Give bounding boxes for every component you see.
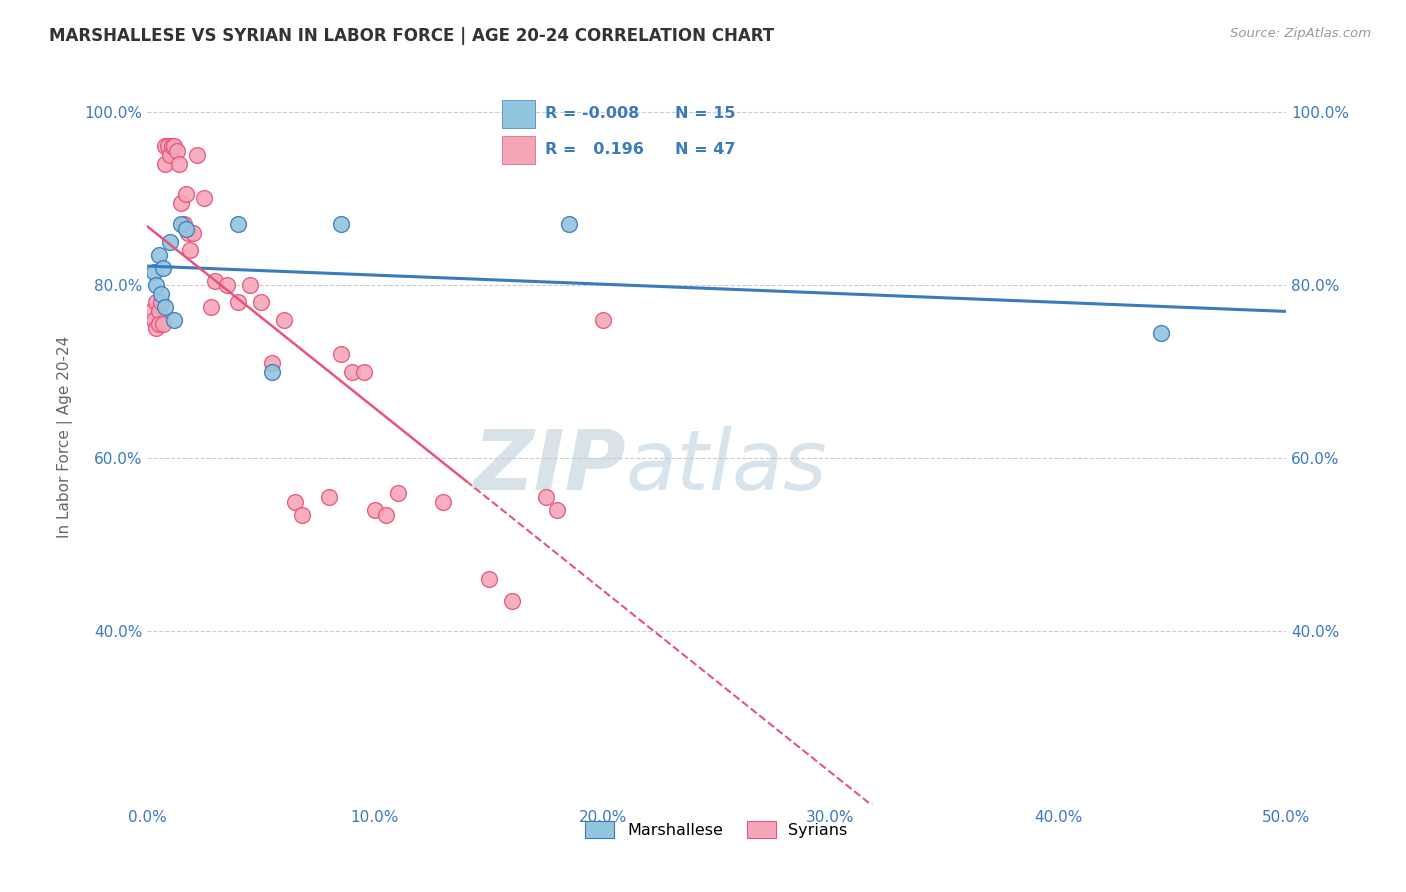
Point	[375, 508, 398, 522]
Point	[186, 148, 208, 162]
Point	[141, 304, 163, 318]
Point	[173, 218, 195, 232]
Point	[204, 274, 226, 288]
Point	[170, 218, 193, 232]
Point	[160, 139, 183, 153]
Point	[181, 226, 204, 240]
Point	[149, 286, 172, 301]
Point	[200, 300, 222, 314]
Point	[592, 312, 614, 326]
Point	[387, 486, 409, 500]
Point	[143, 265, 166, 279]
Point	[148, 248, 170, 262]
Point	[262, 356, 284, 370]
Point	[364, 503, 387, 517]
Point	[159, 235, 181, 249]
Point	[1150, 326, 1173, 340]
Point	[155, 139, 177, 153]
Point	[145, 295, 167, 310]
Point	[177, 226, 200, 240]
Point	[152, 260, 174, 275]
Y-axis label: In Labor Force | Age 20-24: In Labor Force | Age 20-24	[58, 335, 73, 538]
Point	[291, 508, 314, 522]
Point	[155, 300, 177, 314]
Point	[329, 347, 352, 361]
Text: ZIP: ZIP	[472, 425, 626, 507]
Point	[226, 295, 249, 310]
Point	[148, 304, 170, 318]
Point	[143, 312, 166, 326]
Point	[215, 278, 238, 293]
Point	[329, 218, 352, 232]
Point	[501, 594, 523, 608]
Point	[166, 144, 188, 158]
Point	[340, 365, 363, 379]
Point	[170, 195, 193, 210]
Point	[262, 365, 284, 379]
Point	[145, 321, 167, 335]
Point	[250, 295, 273, 310]
Point	[557, 218, 579, 232]
Point	[163, 312, 186, 326]
Point	[149, 295, 172, 310]
Point	[167, 157, 190, 171]
Point	[193, 191, 215, 205]
Point	[148, 317, 170, 331]
Point	[284, 494, 307, 508]
Point	[155, 157, 177, 171]
Point	[174, 187, 197, 202]
Point	[159, 148, 181, 162]
Point	[273, 312, 295, 326]
Point	[534, 490, 557, 504]
Point	[152, 317, 174, 331]
Text: MARSHALLESE VS SYRIAN IN LABOR FORCE | AGE 20-24 CORRELATION CHART: MARSHALLESE VS SYRIAN IN LABOR FORCE | A…	[49, 27, 775, 45]
Point	[163, 139, 186, 153]
Point	[478, 573, 501, 587]
Point	[318, 490, 340, 504]
Point	[145, 278, 167, 293]
Point	[174, 221, 197, 235]
Text: Source: ZipAtlas.com: Source: ZipAtlas.com	[1230, 27, 1371, 40]
Legend: Marshallese, Syrians: Marshallese, Syrians	[579, 814, 853, 845]
Text: atlas: atlas	[626, 425, 827, 507]
Point	[179, 244, 201, 258]
Point	[156, 139, 179, 153]
Point	[226, 218, 249, 232]
Point	[353, 365, 375, 379]
Point	[546, 503, 568, 517]
Point	[432, 494, 454, 508]
Point	[239, 278, 262, 293]
